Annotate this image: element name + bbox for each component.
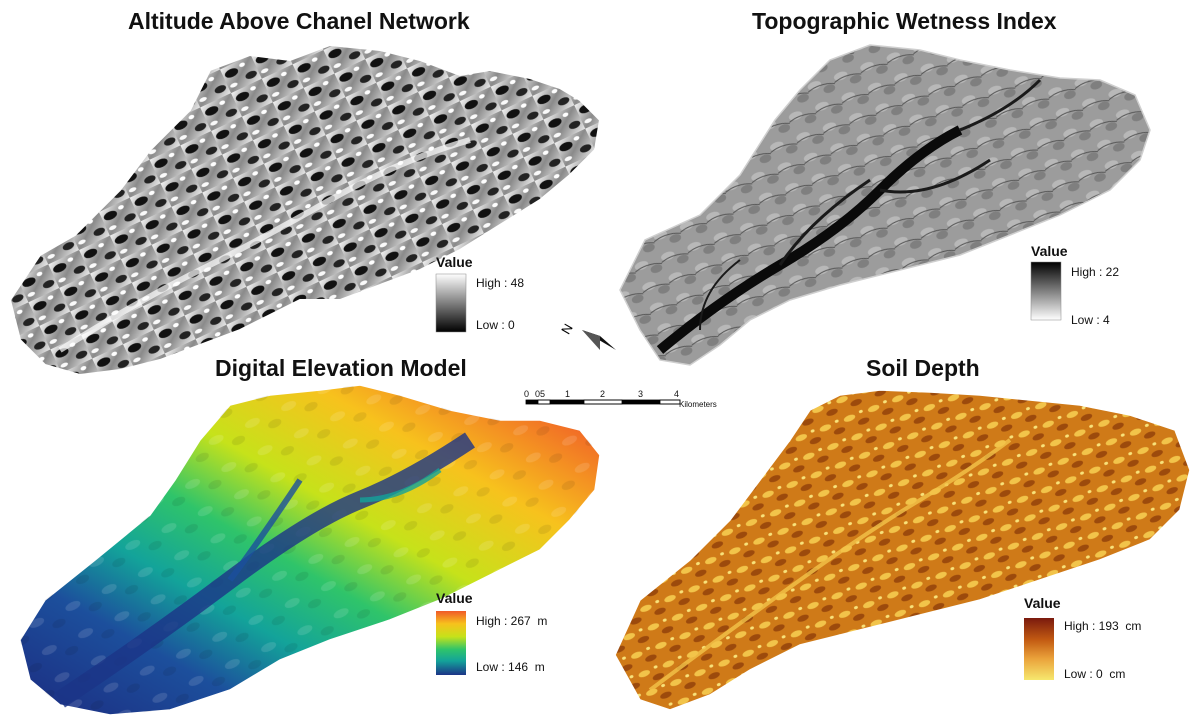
legend-high: High : 193 cm [1064, 619, 1142, 633]
legend-low: Low : 146 m [476, 660, 545, 674]
legend-high: High : 267 m [476, 614, 548, 628]
scale-bar: 0 05 1 2 3 4 Kilometers [524, 386, 724, 416]
aacn-title: Altitude Above Chanel Network [128, 8, 470, 34]
scale-tick-2: 2 [600, 389, 606, 399]
north-arrow-icon: N [560, 321, 616, 350]
legend-title: Value [436, 590, 473, 606]
legend-title: Value [436, 254, 473, 270]
twi-legend-ramp [1030, 261, 1062, 321]
aacn-map [8, 43, 602, 377]
north-label: N [560, 321, 576, 337]
legend-low: Low : 0 cm [1064, 667, 1126, 681]
scale-tick-1: 1 [565, 389, 571, 399]
dem-legend-ramp [436, 611, 466, 675]
scale-tick-4: 4 [674, 389, 680, 399]
soil-title: Soil Depth [866, 355, 980, 381]
scale-tick-3: 3 [638, 389, 644, 399]
legend-low: Low : 4 [1071, 313, 1110, 327]
scale-unit: Kilometers [679, 400, 717, 409]
soil-legend-ramp [1024, 618, 1054, 680]
twi-title: Topographic Wetness Index [752, 8, 1057, 34]
legend-title: Value [1024, 595, 1061, 611]
legend-title: Value [1031, 243, 1068, 259]
legend-high: High : 22 [1071, 265, 1120, 279]
legend-high: High : 48 [476, 276, 525, 290]
dem-title: Digital Elevation Model [215, 355, 467, 381]
scale-tick-0: 0 [524, 389, 530, 399]
twi-map [619, 44, 1151, 366]
dem-map [19, 384, 601, 716]
legend-low: Low : 0 [476, 318, 515, 332]
soil-map [614, 389, 1191, 711]
scale-tick-05: 05 [535, 389, 546, 399]
aacn-legend-ramp [435, 273, 467, 333]
